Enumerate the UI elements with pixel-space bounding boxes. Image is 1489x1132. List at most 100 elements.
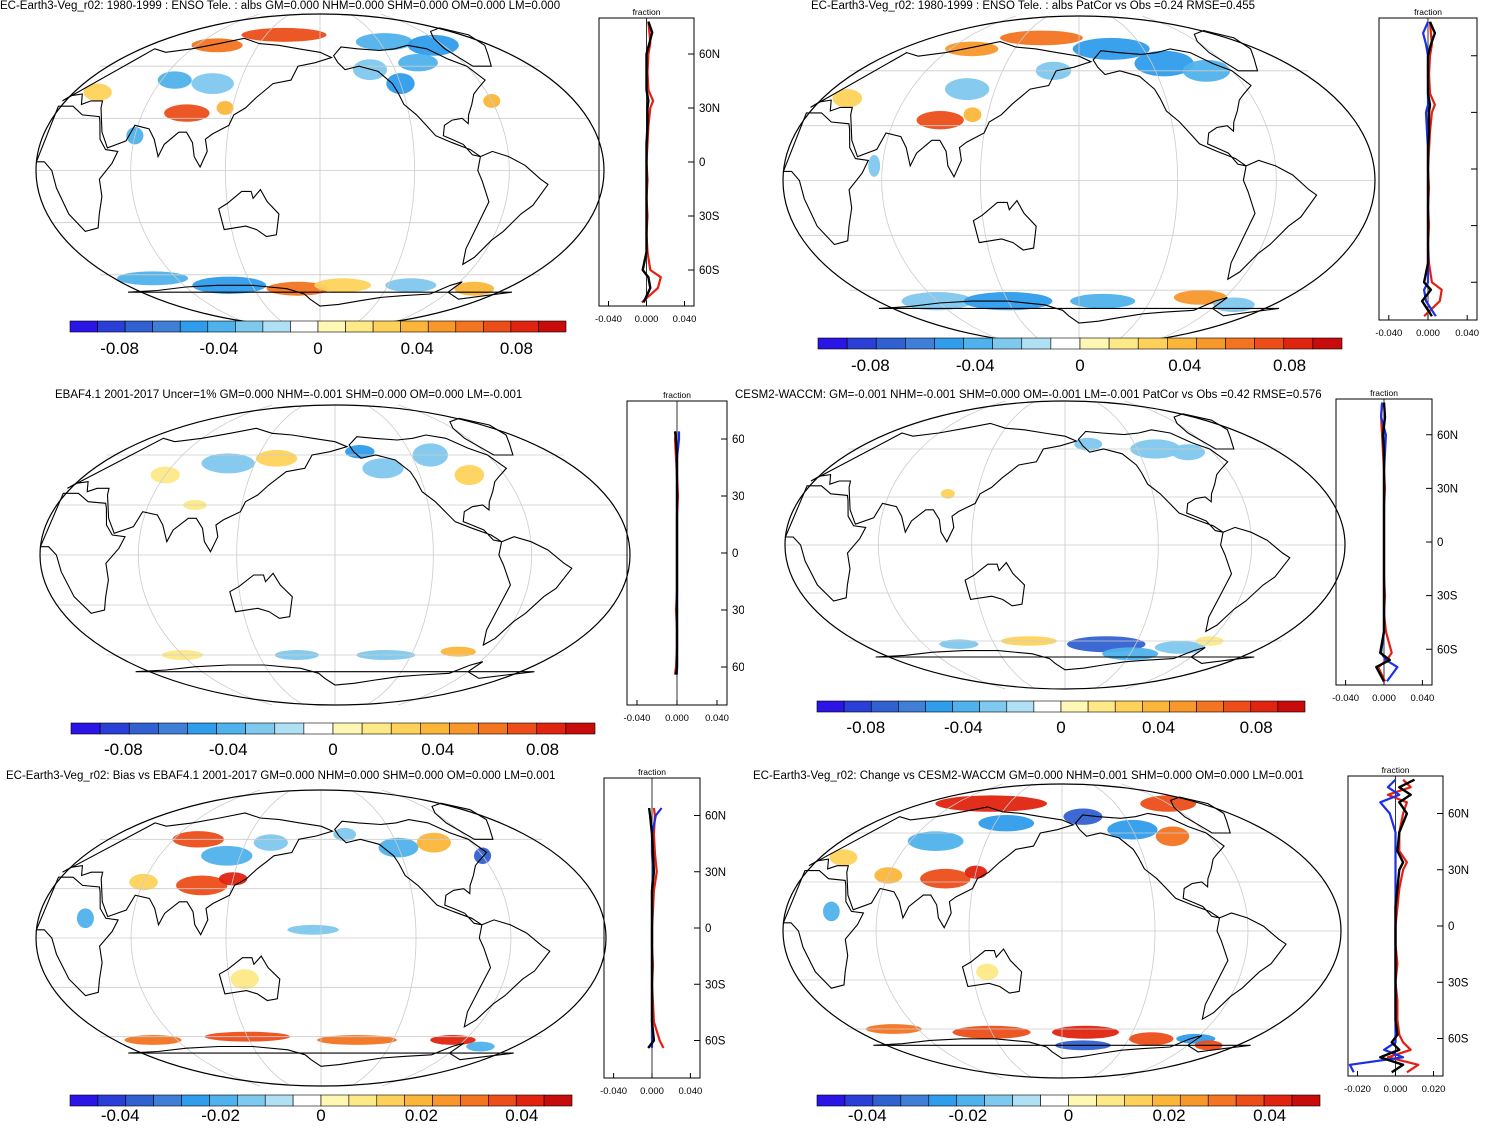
zonal-ytick-label: 60S	[705, 1036, 726, 1048]
colorbar-cell	[187, 722, 217, 735]
colorbar-cell	[69, 1094, 99, 1107]
zonal-ytick-label: 60N	[705, 811, 726, 823]
anomaly-patch	[907, 831, 964, 851]
colorbar-cell	[390, 722, 421, 735]
zonal-xtick-label: -0.040	[1375, 328, 1402, 339]
coast-africa	[39, 492, 126, 614]
coast-southamerica	[1205, 526, 1291, 633]
anomaly-patch	[978, 815, 1035, 832]
zonal-series-diff	[647, 807, 656, 1049]
anomaly-patch	[1000, 30, 1083, 46]
coast-australia	[218, 955, 281, 1002]
anomaly-patch	[822, 901, 840, 922]
colorbar: -0.04 -0.02 0 0.02 0.04	[69, 1094, 573, 1125]
zonal-xtick-label: 0.000	[1416, 328, 1440, 339]
coast-eurasia	[810, 41, 1093, 179]
map-border	[39, 404, 631, 706]
colorbar-label: -0.04	[944, 718, 983, 737]
anomaly-patch	[963, 107, 982, 123]
colorbar-cell	[1124, 1094, 1153, 1107]
colorbar-cell	[543, 1094, 573, 1107]
colorbar-cell	[1137, 337, 1168, 350]
zonal-ytick-label: 0	[699, 157, 705, 169]
colorbar: -0.08 -0.04 0 0.04 0.08	[70, 722, 596, 759]
meridian-line	[968, 783, 1033, 1079]
coast-antarctica	[135, 661, 535, 686]
panel-title: CESM2-WACCM: GM=-0.001 NHM=-0.001 SHM=0.…	[735, 389, 1322, 401]
zonal-xtick-label: 0.000	[1384, 1084, 1408, 1095]
graticule	[40, 404, 630, 706]
zonal-xtick-label: 0.020	[1422, 1084, 1446, 1095]
coast-northamerica	[334, 819, 488, 926]
world-map	[39, 404, 631, 706]
coast-antarctica	[127, 281, 513, 307]
colorbar-cell	[984, 1094, 1013, 1107]
anomaly-patch	[164, 104, 210, 122]
zonal-ytick-label: 30N	[1437, 483, 1458, 495]
coast-africa	[35, 105, 119, 233]
coast-antarctica	[878, 296, 1280, 324]
colorbar-cell	[1096, 1094, 1125, 1107]
anomaly-patch	[253, 834, 288, 851]
colorbar-cell	[507, 722, 538, 735]
colorbar-cell	[1169, 700, 1197, 713]
panel-title: EC-Earth3-Veg_r02: Bias vs EBAF4.1 2001-…	[6, 770, 556, 782]
panel-4: CESM2-WACCM: GM=-0.001 NHM=-0.001 SHM=0.…	[735, 383, 1489, 758]
colorbar-cell	[179, 320, 209, 333]
zonal-unit-label: fraction	[1414, 7, 1442, 17]
colorbar-label: -0.08	[104, 740, 143, 758]
colorbar-label: -0.02	[949, 1106, 988, 1125]
anomaly-patch	[440, 646, 477, 657]
colorbar-cell	[97, 1094, 127, 1107]
zonal-xtick-label: 0.040	[673, 314, 697, 325]
anomaly-patch	[832, 89, 863, 108]
colorbar-cell	[979, 700, 1008, 713]
panel-title: EC-Earth3-Veg_r02: Change vs CESM2-WACCM…	[753, 770, 1304, 782]
colorbar-cell	[460, 1094, 489, 1107]
meridian-line	[366, 404, 434, 706]
colorbar-cell	[956, 1094, 985, 1107]
colorbar-cell	[124, 320, 153, 333]
anomaly-patch	[1171, 444, 1205, 461]
zonal-xtick-label: 0.040	[679, 1086, 703, 1097]
coast-southamerica	[482, 536, 573, 647]
coast-antarctica	[873, 1034, 1251, 1059]
zonal-xtick-label: -0.040	[1332, 693, 1359, 704]
colorbar-label: -0.08	[846, 718, 885, 737]
anomaly-patch	[1128, 1032, 1174, 1046]
zonal-ytick-label: 30S	[1448, 977, 1469, 989]
coastlines	[35, 802, 551, 1067]
coast-australia	[972, 199, 1037, 251]
coast-africa	[782, 112, 870, 246]
zonal-xtick-label: 0.000	[635, 314, 659, 325]
anomaly-patch	[868, 154, 881, 177]
map-border	[35, 789, 607, 1087]
coast-northamerica	[332, 44, 486, 158]
zonal-mean-plot: fraction 60N 30N 0 30S 60S -0.040 0.000 0.040	[595, 7, 720, 325]
anomaly-patch	[407, 34, 459, 56]
colorbar: -0.08 -0.04 0 0.04 0.08	[817, 337, 1343, 375]
meridian-line	[137, 404, 273, 706]
coast-greenland	[431, 802, 494, 840]
zonal-ytick-label: 60N	[1437, 430, 1458, 442]
zonal-unit-label: fraction	[633, 7, 661, 17]
coast-africa	[35, 876, 119, 997]
world-map	[35, 789, 607, 1087]
anomaly-patch	[940, 489, 955, 499]
zonal-ytick-label: 30S	[732, 605, 744, 617]
colorbar-label: 0	[1056, 718, 1065, 737]
colorbar-label: 0.04	[1142, 718, 1175, 737]
zonal-xtick-label: 0.040	[705, 713, 729, 724]
coast-greenland	[429, 27, 493, 67]
colorbar-label: 0.04	[1253, 1106, 1286, 1125]
colorbar-cell	[1079, 337, 1110, 350]
colorbar-cell	[376, 1094, 405, 1107]
colorbar-label: 0.02	[1153, 1106, 1186, 1125]
colorbar-cell	[128, 722, 159, 735]
colorbar-label: 0.04	[421, 740, 454, 758]
anomaly-patch	[454, 465, 485, 485]
colorbar-label: 0	[1075, 356, 1084, 375]
anomaly-patch	[916, 111, 964, 130]
colorbar-label: 0	[316, 1106, 325, 1125]
zonal-unit-label: fraction	[1382, 765, 1410, 775]
